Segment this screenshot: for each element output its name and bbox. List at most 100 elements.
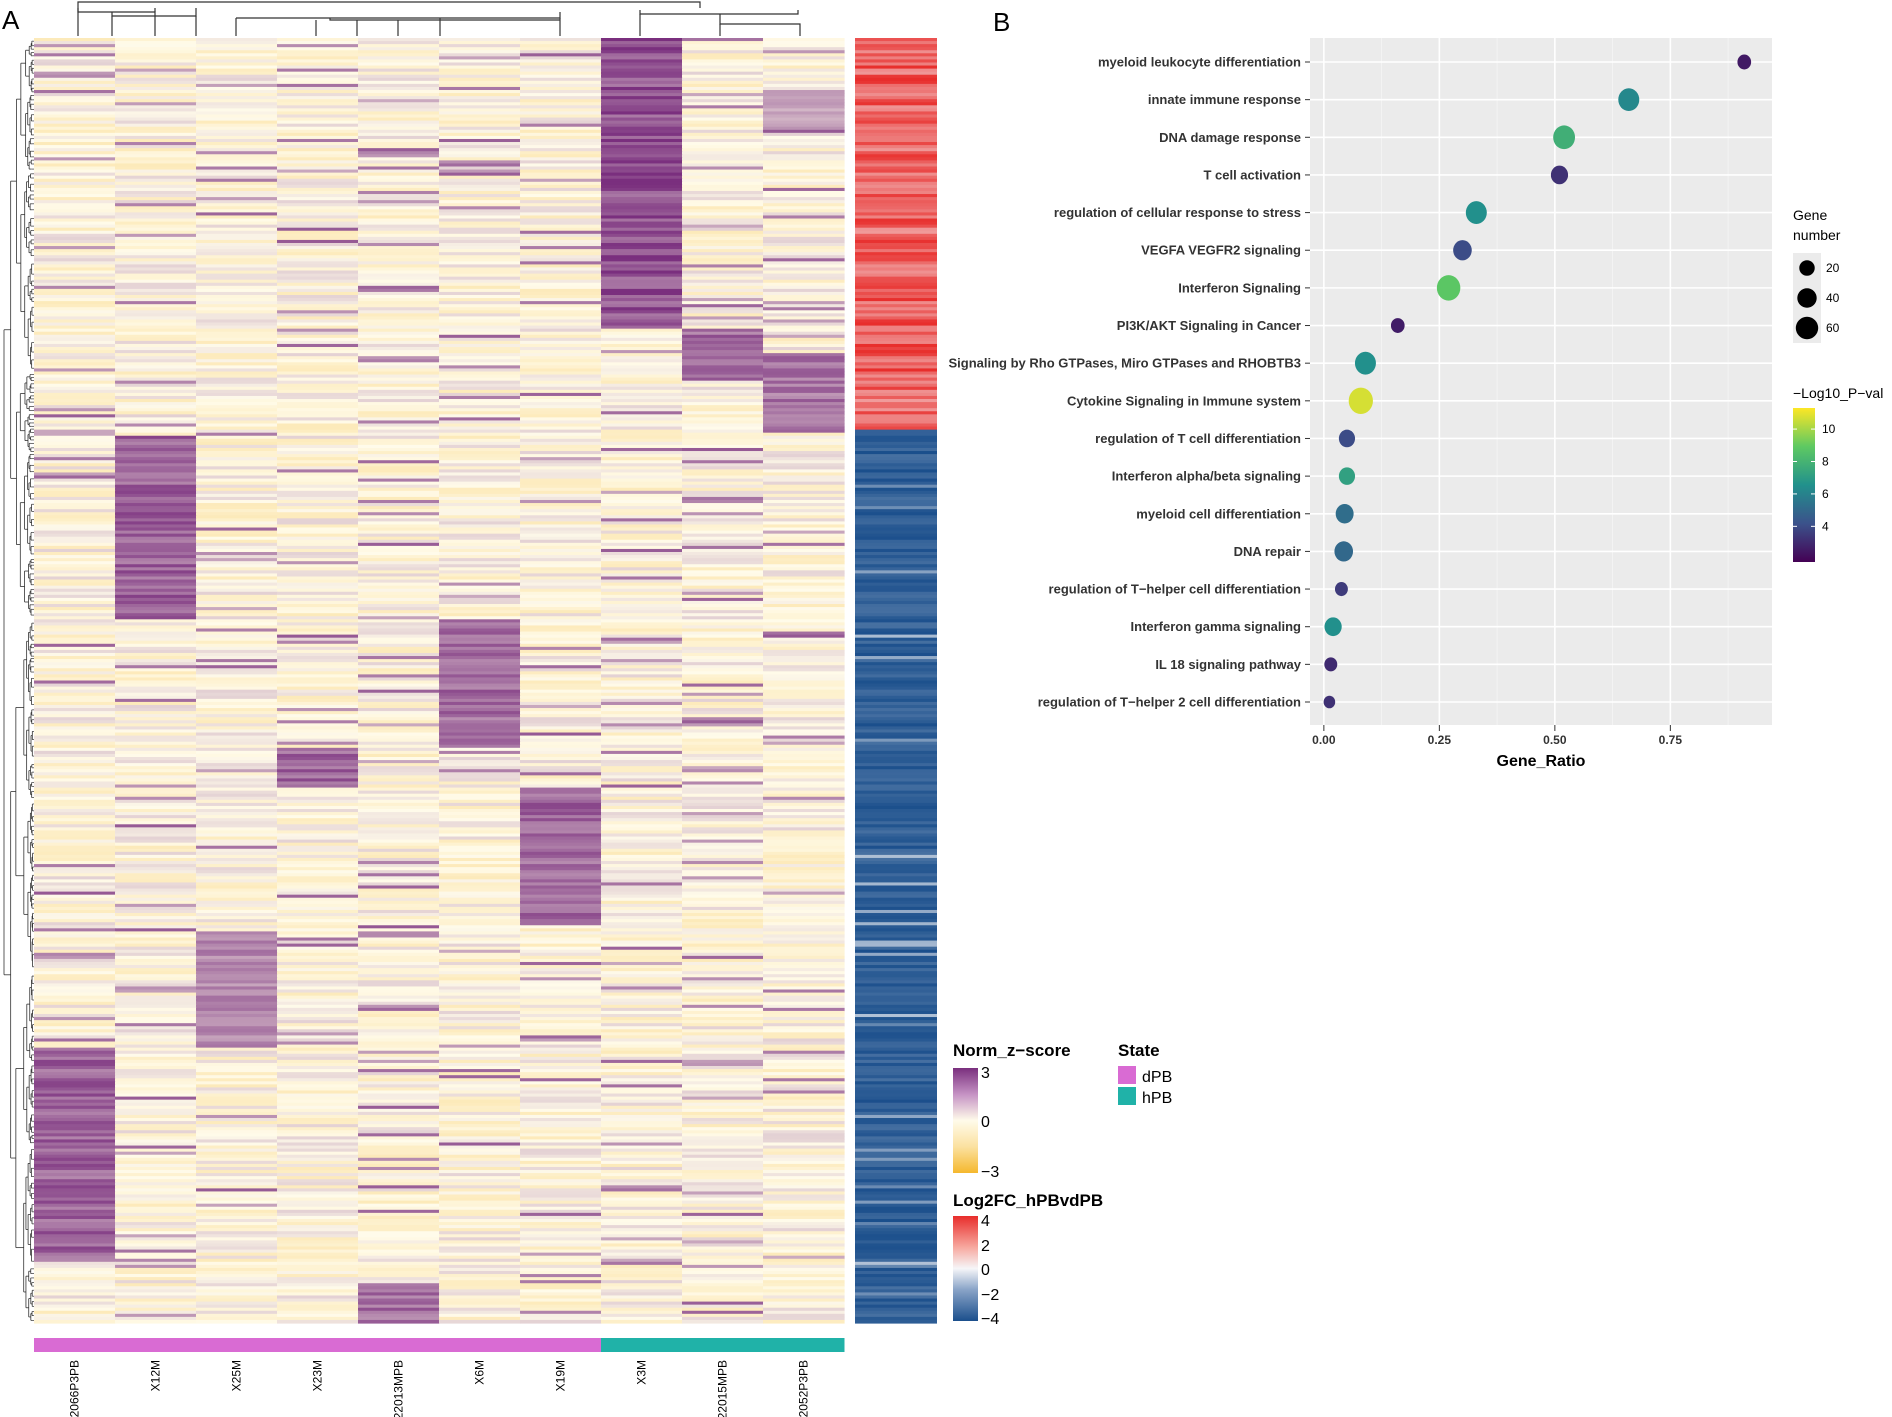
heatmap-cell — [520, 686, 602, 691]
heatmap-cell — [439, 399, 521, 403]
heatmap-cell — [34, 484, 116, 489]
heatmap-cell — [358, 1163, 440, 1168]
heatmap-cell — [520, 487, 602, 492]
heatmap-cell — [682, 1053, 764, 1058]
heatmap-cell — [682, 310, 764, 314]
heatmap-cell — [115, 386, 197, 391]
heatmap-cell — [196, 347, 278, 351]
heatmap-cell — [520, 1267, 602, 1272]
heatmap-cell — [34, 194, 116, 198]
heatmap-cell — [115, 96, 197, 100]
heatmap-cell — [115, 952, 197, 957]
heatmap-cell — [439, 328, 521, 333]
heatmap-cell — [358, 548, 440, 553]
heatmap-cell — [439, 451, 521, 455]
heatmap-cell — [196, 711, 278, 715]
heatmap-cell — [601, 503, 683, 507]
heatmap-cell — [196, 925, 278, 929]
heatmap-cell — [277, 371, 359, 376]
heatmap-cell — [601, 1267, 683, 1272]
heatmap-cell — [682, 282, 764, 287]
fc-cell — [855, 552, 937, 556]
heatmap-cell — [601, 518, 683, 523]
heatmap-cell — [601, 96, 683, 100]
heatmap-cell — [439, 261, 521, 266]
fc-cell — [855, 117, 937, 122]
heatmap-cell — [601, 607, 683, 611]
fc-cell — [855, 864, 937, 868]
heatmap-cell — [520, 160, 602, 165]
heatmap-cell — [601, 451, 683, 455]
heatmap-cell — [763, 200, 845, 204]
heatmap-cell — [601, 261, 683, 266]
heatmap-cell — [358, 1304, 440, 1309]
heatmap-cell — [358, 145, 440, 149]
heatmap-cell — [763, 1108, 845, 1113]
heatmap-cell — [601, 1185, 683, 1189]
heatmap-cell — [196, 221, 278, 226]
heatmap-cell — [763, 506, 845, 510]
heatmap-cell — [115, 867, 197, 871]
heatmap-cell — [439, 463, 521, 467]
heatmap-cell — [601, 1218, 683, 1223]
heatmap-cell — [34, 692, 116, 697]
heatmap-cell — [682, 236, 764, 241]
heatmap-cell — [439, 909, 521, 914]
heatmap-cell — [520, 570, 602, 575]
heatmap-cell — [34, 1185, 116, 1189]
heatmap-cell — [520, 1246, 602, 1251]
heatmap-cell — [358, 1041, 440, 1046]
fc-cell — [855, 674, 937, 679]
heatmap-cell — [196, 1301, 278, 1306]
fc-cell — [855, 417, 937, 422]
heatmap-cell — [115, 481, 197, 486]
heatmap-cell — [277, 307, 359, 311]
heatmap-cell — [601, 784, 683, 789]
heatmap-cell — [34, 536, 116, 541]
fc-cell — [855, 1166, 937, 1171]
heatmap-cell — [277, 411, 359, 415]
heatmap-cell — [763, 270, 845, 275]
heatmap-cell — [439, 796, 521, 801]
heatmap-cell — [196, 1215, 278, 1220]
heatmap-cell — [601, 925, 683, 929]
heatmap-cell — [115, 552, 197, 556]
heatmap-cell — [358, 227, 440, 232]
heatmap-cell — [763, 463, 845, 467]
heatmap-cell — [601, 154, 683, 158]
heatmap-cell — [358, 723, 440, 727]
heatmap-cell — [277, 383, 359, 388]
heatmap-cell — [358, 796, 440, 801]
heatmap-cell — [601, 334, 683, 339]
heatmap-cell — [196, 597, 278, 602]
heatmap-cell — [34, 689, 116, 694]
heatmap-cell — [682, 1130, 764, 1134]
heatmap-cell — [115, 1035, 197, 1040]
heatmap-cell — [682, 857, 764, 862]
heatmap-cell — [196, 1062, 278, 1067]
heatmap-cell — [601, 1209, 683, 1214]
heatmap-cell — [520, 1319, 602, 1324]
heatmap-cell — [115, 319, 197, 324]
heatmap-cell — [520, 625, 602, 630]
heatmap-cell — [520, 585, 602, 590]
heatmap-cell — [277, 426, 359, 431]
heatmap-cell — [277, 466, 359, 470]
heatmap-cell — [763, 325, 845, 330]
heatmap-cell — [358, 310, 440, 314]
heatmap-cell — [763, 524, 845, 529]
heatmap-cell — [358, 1176, 440, 1180]
heatmap-cell — [763, 582, 845, 587]
heatmap-cell — [439, 610, 521, 614]
heatmap-cell — [601, 1255, 683, 1260]
heatmap-cell — [763, 83, 845, 88]
heatmap-cell — [196, 561, 278, 565]
heatmap-cell — [763, 668, 845, 672]
heatmap-cell — [196, 402, 278, 406]
heatmap-cell — [439, 496, 521, 501]
heatmap-cell — [439, 218, 521, 223]
heatmap-cell — [439, 588, 521, 593]
heatmap-cell — [763, 1163, 845, 1168]
heatmap-cell — [682, 579, 764, 584]
heatmap-cell — [115, 928, 197, 932]
